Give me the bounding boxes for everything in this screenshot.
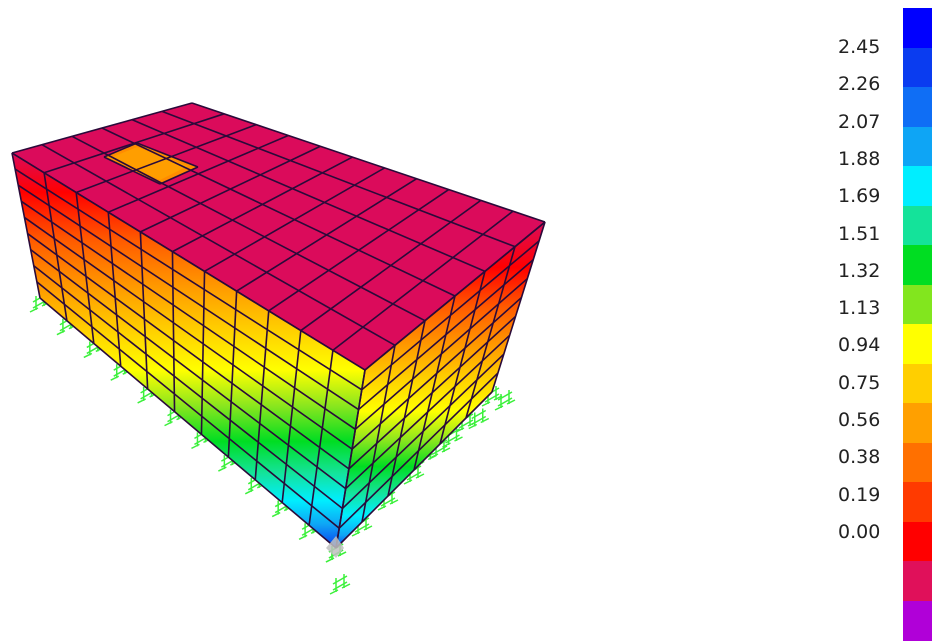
legend-tick-label: 1.69 — [838, 185, 881, 208]
legend-swatch — [903, 561, 932, 601]
front-column-line — [75, 192, 95, 344]
front-column-line — [171, 251, 176, 412]
side-floor-line — [351, 296, 522, 450]
roof-grid-line — [131, 118, 486, 273]
roof-opening-edge — [159, 166, 199, 185]
legend-tick-label: 2.45 — [838, 36, 881, 58]
roof-grid-line — [172, 156, 353, 253]
front-column-line — [11, 152, 41, 299]
legend-swatch — [903, 324, 932, 364]
roof-grid-line — [140, 145, 321, 233]
support-spring-icon — [468, 408, 490, 430]
roof-opening-edge — [136, 142, 199, 168]
legend-tick-label: 1.88 — [838, 147, 881, 170]
roof-grid-line — [332, 210, 514, 351]
roof-grid-line — [300, 199, 482, 332]
side-floor-line — [341, 353, 505, 510]
front-floor-line — [30, 249, 347, 490]
front-floor-line — [27, 232, 350, 470]
side-column-line — [439, 271, 486, 445]
legend-swatch — [903, 403, 932, 443]
side-column-line — [361, 345, 396, 523]
legend-swatch — [903, 166, 932, 206]
side-floor-line — [358, 259, 534, 411]
roof-grid-line — [236, 178, 418, 292]
side-column-line — [413, 295, 456, 471]
legend-swatch — [903, 205, 932, 246]
legend-swatch — [903, 442, 932, 483]
side-column-line — [387, 320, 426, 497]
roof-grid-line — [11, 102, 193, 154]
roof-grid-line — [101, 127, 456, 297]
side-floor-line — [354, 278, 528, 430]
front-column-line — [254, 310, 270, 480]
legend-swatch — [903, 284, 932, 325]
front-floor-line — [11, 152, 366, 371]
roof-opening-edge — [103, 156, 161, 185]
side-floor-line — [338, 372, 499, 529]
front-column-line — [227, 291, 238, 458]
legend-swatch — [903, 87, 932, 127]
legend-tick-label: 2.26 — [838, 73, 881, 96]
side-floor-line — [364, 221, 546, 371]
legend-tick-label: 2.07 — [838, 110, 881, 133]
roof-grid-line — [268, 188, 450, 312]
legend-tick-label: 0.56 — [838, 409, 881, 431]
side-floor-line — [335, 391, 493, 549]
front-floor-line — [33, 265, 343, 510]
base-corner-marker — [326, 536, 344, 558]
roof-grid-line — [191, 102, 546, 223]
side-column-line — [335, 369, 366, 549]
front-column-line — [139, 231, 149, 389]
legend-swatch — [903, 245, 932, 285]
legend-swatch — [903, 47, 932, 88]
roof-grid-line — [204, 167, 385, 273]
front-floor-line — [14, 168, 363, 391]
legend-tick-label: 0.94 — [838, 334, 881, 357]
front-floor-line — [36, 281, 340, 529]
legend-tick-label: 0.75 — [838, 371, 881, 394]
side-floor-line — [345, 334, 511, 490]
roof-grid-line — [41, 143, 396, 347]
support-spring-icon — [442, 427, 463, 448]
front-floor-line — [17, 184, 359, 411]
roof-opening-edge — [103, 142, 138, 158]
legend-tick-label: 1.32 — [838, 259, 881, 282]
side-floor-line — [361, 240, 540, 391]
legend-tick-label: 1.13 — [838, 297, 881, 320]
roof-grid-line — [75, 123, 257, 194]
structure-grid-lines — [11, 102, 546, 549]
front-column-line — [281, 330, 302, 503]
legend-swatch — [903, 363, 932, 404]
side-column-line — [465, 246, 516, 419]
roof-grid-line — [71, 135, 426, 322]
legend-tick-label: 1.51 — [838, 222, 881, 245]
contour-legend: 2.45 2.26 2.07 1.88 1.69 1.51 1.32 1.13 0.94 0.75… — [830, 0, 937, 644]
legend-tick-label: 0.00 — [838, 520, 881, 543]
support-spring-icon — [494, 390, 516, 411]
front-floor-line — [20, 200, 356, 430]
legend-tick-label: 0.38 — [838, 446, 881, 469]
front-column-line — [43, 172, 68, 321]
legend-tick-label: 0.19 — [838, 483, 881, 506]
legend-swatch — [903, 8, 932, 48]
front-column-line — [200, 271, 206, 435]
front-column-line — [308, 350, 334, 526]
front-column-line — [107, 212, 122, 367]
legend-swatch — [903, 482, 932, 522]
legend-swatch — [903, 126, 932, 167]
roof-grid-line — [43, 113, 225, 174]
legend-swatch — [903, 600, 932, 641]
roof-opening-inner — [110, 147, 188, 180]
front-floor-line — [39, 297, 337, 549]
legend-colorbar — [903, 8, 932, 641]
front-floor-line — [23, 216, 353, 450]
roof-grid-line — [161, 110, 516, 248]
legend-swatch — [903, 521, 932, 562]
support-spring-icon — [329, 574, 351, 595]
side-column-line — [491, 221, 546, 393]
side-floor-line — [348, 315, 517, 470]
roof-grid-line — [107, 134, 289, 213]
